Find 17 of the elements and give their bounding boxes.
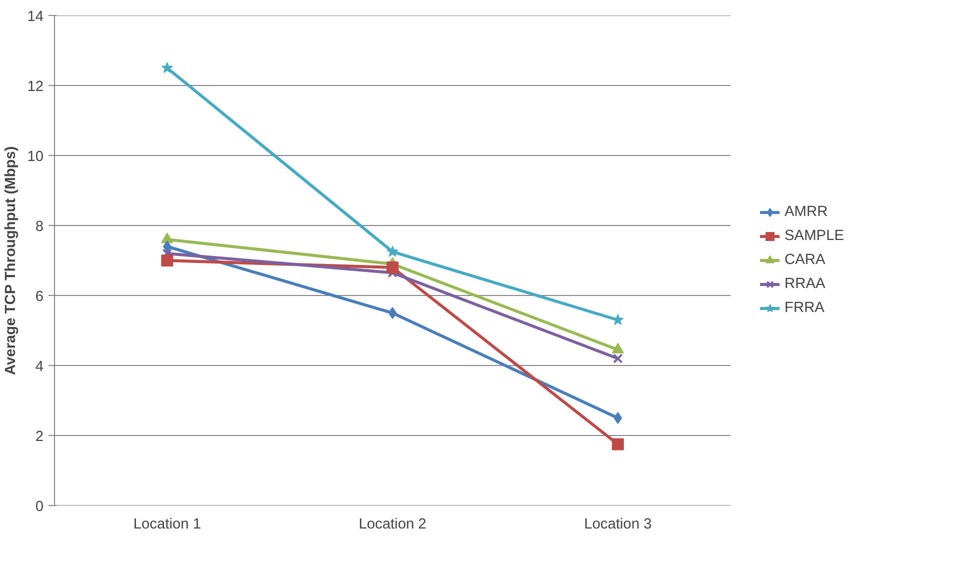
y-tick-label: 12 [27,79,44,95]
legend-label: AMRR [784,204,828,220]
y-tick-label: 2 [35,429,44,445]
legend-label: CARA [784,252,826,268]
y-axis-title: Average TCP Throughput (Mbps) [3,146,20,376]
legend-label: SAMPLE [784,228,844,244]
legend-label: RRAA [784,276,826,292]
legend-label: FRRA [784,300,824,316]
y-tick-label: 4 [35,359,44,375]
y-tick-label: 10 [27,149,44,165]
y-tick-label: 6 [35,289,44,305]
y-tick-label: 0 [35,499,44,515]
x-tick-label: Location 3 [584,516,652,532]
x-tick-label: Location 2 [358,516,426,532]
y-tick-label: 8 [35,219,44,235]
y-tick-label: 14 [27,9,44,25]
x-tick-label: Location 1 [133,516,201,532]
